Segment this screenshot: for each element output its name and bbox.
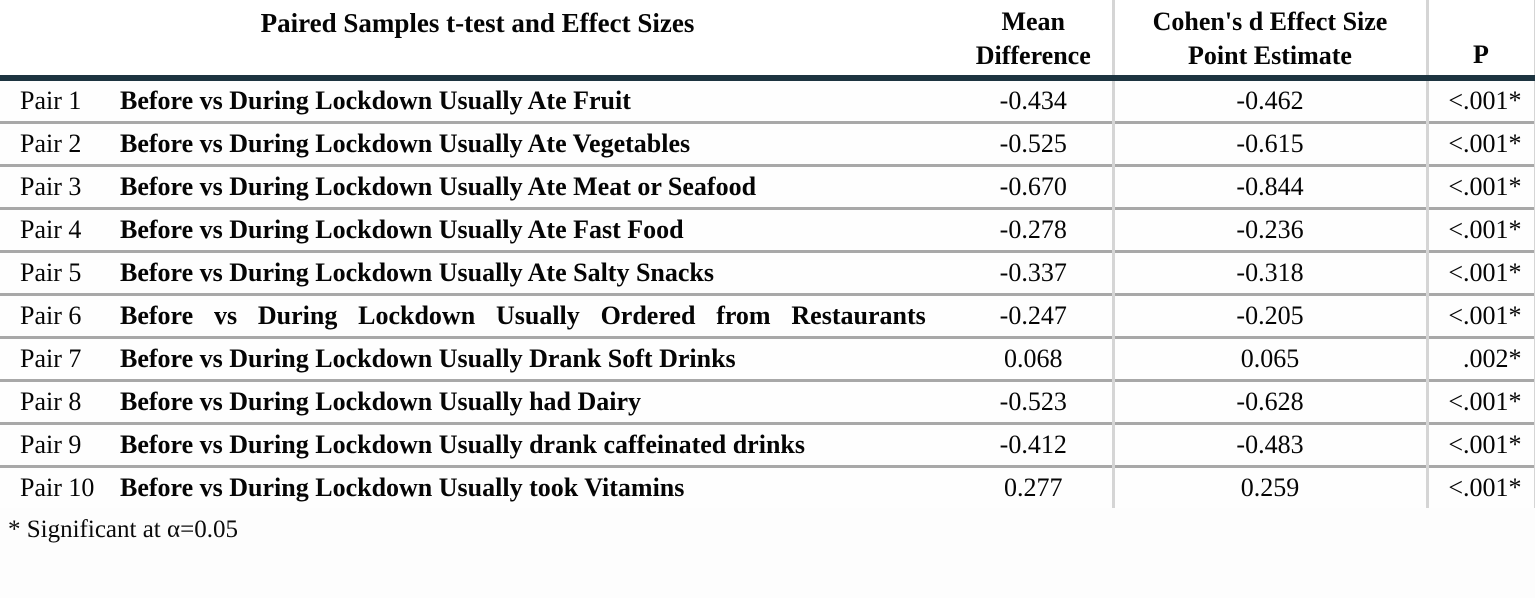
pair-label: Pair 9	[0, 422, 112, 467]
pair-description: Before vs During Lockdown Usually Ate Fr…	[112, 78, 955, 123]
p-value: .002*	[1425, 336, 1535, 381]
pair-description: Before vs During Lockdown Usually Ate Me…	[112, 164, 955, 209]
mean-difference-value: -0.247	[955, 293, 1113, 338]
header-row: Paired Samples t-test and Effect Sizes M…	[0, 0, 1535, 81]
header-cohens-d: Cohen's d Effect Size Point Estimate	[1111, 0, 1427, 81]
pair-label: Pair 7	[0, 336, 112, 381]
cohens-d-value: -0.615	[1111, 121, 1427, 166]
table-row: Pair 5 Before vs During Lockdown Usually…	[0, 250, 1535, 295]
pair-label: Pair 10	[0, 465, 112, 508]
header-cohens-line2: Point Estimate	[1188, 41, 1352, 70]
pair-description: Before vs During Lockdown Usually Ate Fa…	[112, 207, 955, 252]
p-value: <.001*	[1425, 207, 1535, 252]
significance-footnote: * Significant at α=0.05	[8, 516, 238, 543]
pair-description: Before vs During Lockdown Usually Ordere…	[112, 293, 955, 338]
cohens-d-value: -0.462	[1111, 78, 1427, 123]
mean-difference-value: 0.068	[955, 336, 1113, 381]
pair-label: Pair 3	[0, 164, 112, 209]
cohens-d-value: -0.205	[1111, 293, 1427, 338]
table-row: Pair 9 Before vs During Lockdown Usually…	[0, 422, 1535, 467]
pair-label: Pair 5	[0, 250, 112, 295]
mean-difference-value: -0.278	[955, 207, 1113, 252]
p-value: <.001*	[1425, 78, 1535, 123]
table-row: Pair 1 Before vs During Lockdown Usually…	[0, 78, 1535, 123]
cohens-d-value: -0.236	[1111, 207, 1427, 252]
cohens-d-value: -0.318	[1111, 250, 1427, 295]
pair-description: Before vs During Lockdown Usually took V…	[112, 465, 955, 508]
pair-description: Before vs During Lockdown Usually Drank …	[112, 336, 955, 381]
pair-label: Pair 6	[0, 293, 112, 338]
table-row: Pair 8 Before vs During Lockdown Usually…	[0, 379, 1535, 424]
pair-description: Before vs During Lockdown Usually Ate Ve…	[112, 121, 955, 166]
p-value: <.001*	[1425, 293, 1535, 338]
mean-difference-value: -0.525	[955, 121, 1113, 166]
paired-samples-ttest-table: Paired Samples t-test and Effect Sizes M…	[0, 0, 1535, 508]
pair-label: Pair 4	[0, 207, 112, 252]
p-value: <.001*	[1425, 121, 1535, 166]
pair-description: Before vs During Lockdown Usually had Da…	[112, 379, 955, 424]
table-row: Pair 3 Before vs During Lockdown Usually…	[0, 164, 1535, 209]
cohens-d-value: -0.483	[1111, 422, 1427, 467]
header-mean-line1: Mean	[1001, 7, 1066, 36]
table-row: Pair 4 Before vs During Lockdown Usually…	[0, 207, 1535, 252]
header-p: P	[1425, 0, 1535, 81]
table-body: Pair 1 Before vs During Lockdown Usually…	[0, 78, 1535, 508]
pair-label: Pair 2	[0, 121, 112, 166]
cohens-d-value: 0.065	[1111, 336, 1427, 381]
mean-difference-value: -0.434	[955, 78, 1113, 123]
table-row: Pair 10 Before vs During Lockdown Usuall…	[0, 465, 1535, 508]
header-mean-difference: Mean Difference	[955, 0, 1113, 81]
p-value: <.001*	[1425, 250, 1535, 295]
cohens-d-value: -0.628	[1111, 379, 1427, 424]
table-title-text: Paired Samples t-test and Effect Sizes	[260, 8, 695, 38]
table-row: Pair 6 Before vs During Lockdown Usually…	[0, 293, 1535, 338]
table-row: Pair 7 Before vs During Lockdown Usually…	[0, 336, 1535, 381]
header-cohens-line1: Cohen's d Effect Size	[1152, 7, 1388, 36]
table-title: Paired Samples t-test and Effect Sizes	[0, 0, 955, 81]
cohens-d-value: 0.259	[1111, 465, 1427, 508]
pair-description: Before vs During Lockdown Usually Ate Sa…	[112, 250, 955, 295]
mean-difference-value: -0.337	[955, 250, 1113, 295]
mean-difference-value: -0.523	[955, 379, 1113, 424]
mean-difference-value: 0.277	[955, 465, 1113, 508]
p-value: <.001*	[1425, 465, 1535, 508]
mean-difference-value: -0.670	[955, 164, 1113, 209]
mean-difference-value: -0.412	[955, 422, 1113, 467]
p-value: <.001*	[1425, 164, 1535, 209]
cohens-d-value: -0.844	[1111, 164, 1427, 209]
header-mean-line2: Difference	[975, 41, 1091, 70]
p-value: <.001*	[1425, 379, 1535, 424]
pair-label: Pair 8	[0, 379, 112, 424]
pair-label: Pair 1	[0, 78, 112, 123]
p-value: <.001*	[1425, 422, 1535, 467]
table-header: Paired Samples t-test and Effect Sizes M…	[0, 0, 1535, 81]
pair-description: Before vs During Lockdown Usually drank …	[112, 422, 955, 467]
table-row: Pair 2 Before vs During Lockdown Usually…	[0, 121, 1535, 166]
